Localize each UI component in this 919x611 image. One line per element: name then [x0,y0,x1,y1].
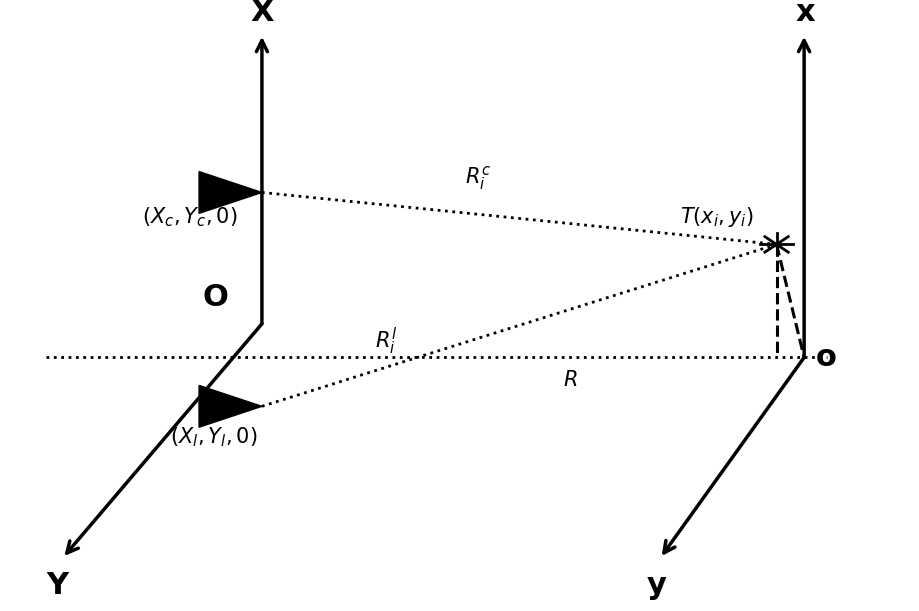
Text: $(X_l,Y_l,0)$: $(X_l,Y_l,0)$ [170,425,257,448]
Text: Y: Y [46,571,68,600]
Text: y: y [646,571,666,600]
Polygon shape [199,172,262,213]
Text: O: O [202,283,228,312]
Text: $(X_c,Y_c,0)$: $(X_c,Y_c,0)$ [142,205,238,229]
Text: $R_i^l$: $R_i^l$ [375,326,397,357]
Text: $R_i^c$: $R_i^c$ [465,164,491,192]
Text: $T(x_i,y_i)$: $T(x_i,y_i)$ [680,205,754,229]
Text: o: o [816,343,837,372]
Text: $R$: $R$ [562,370,577,390]
Text: X: X [250,0,274,27]
Text: x: x [795,0,815,27]
Polygon shape [199,386,262,427]
